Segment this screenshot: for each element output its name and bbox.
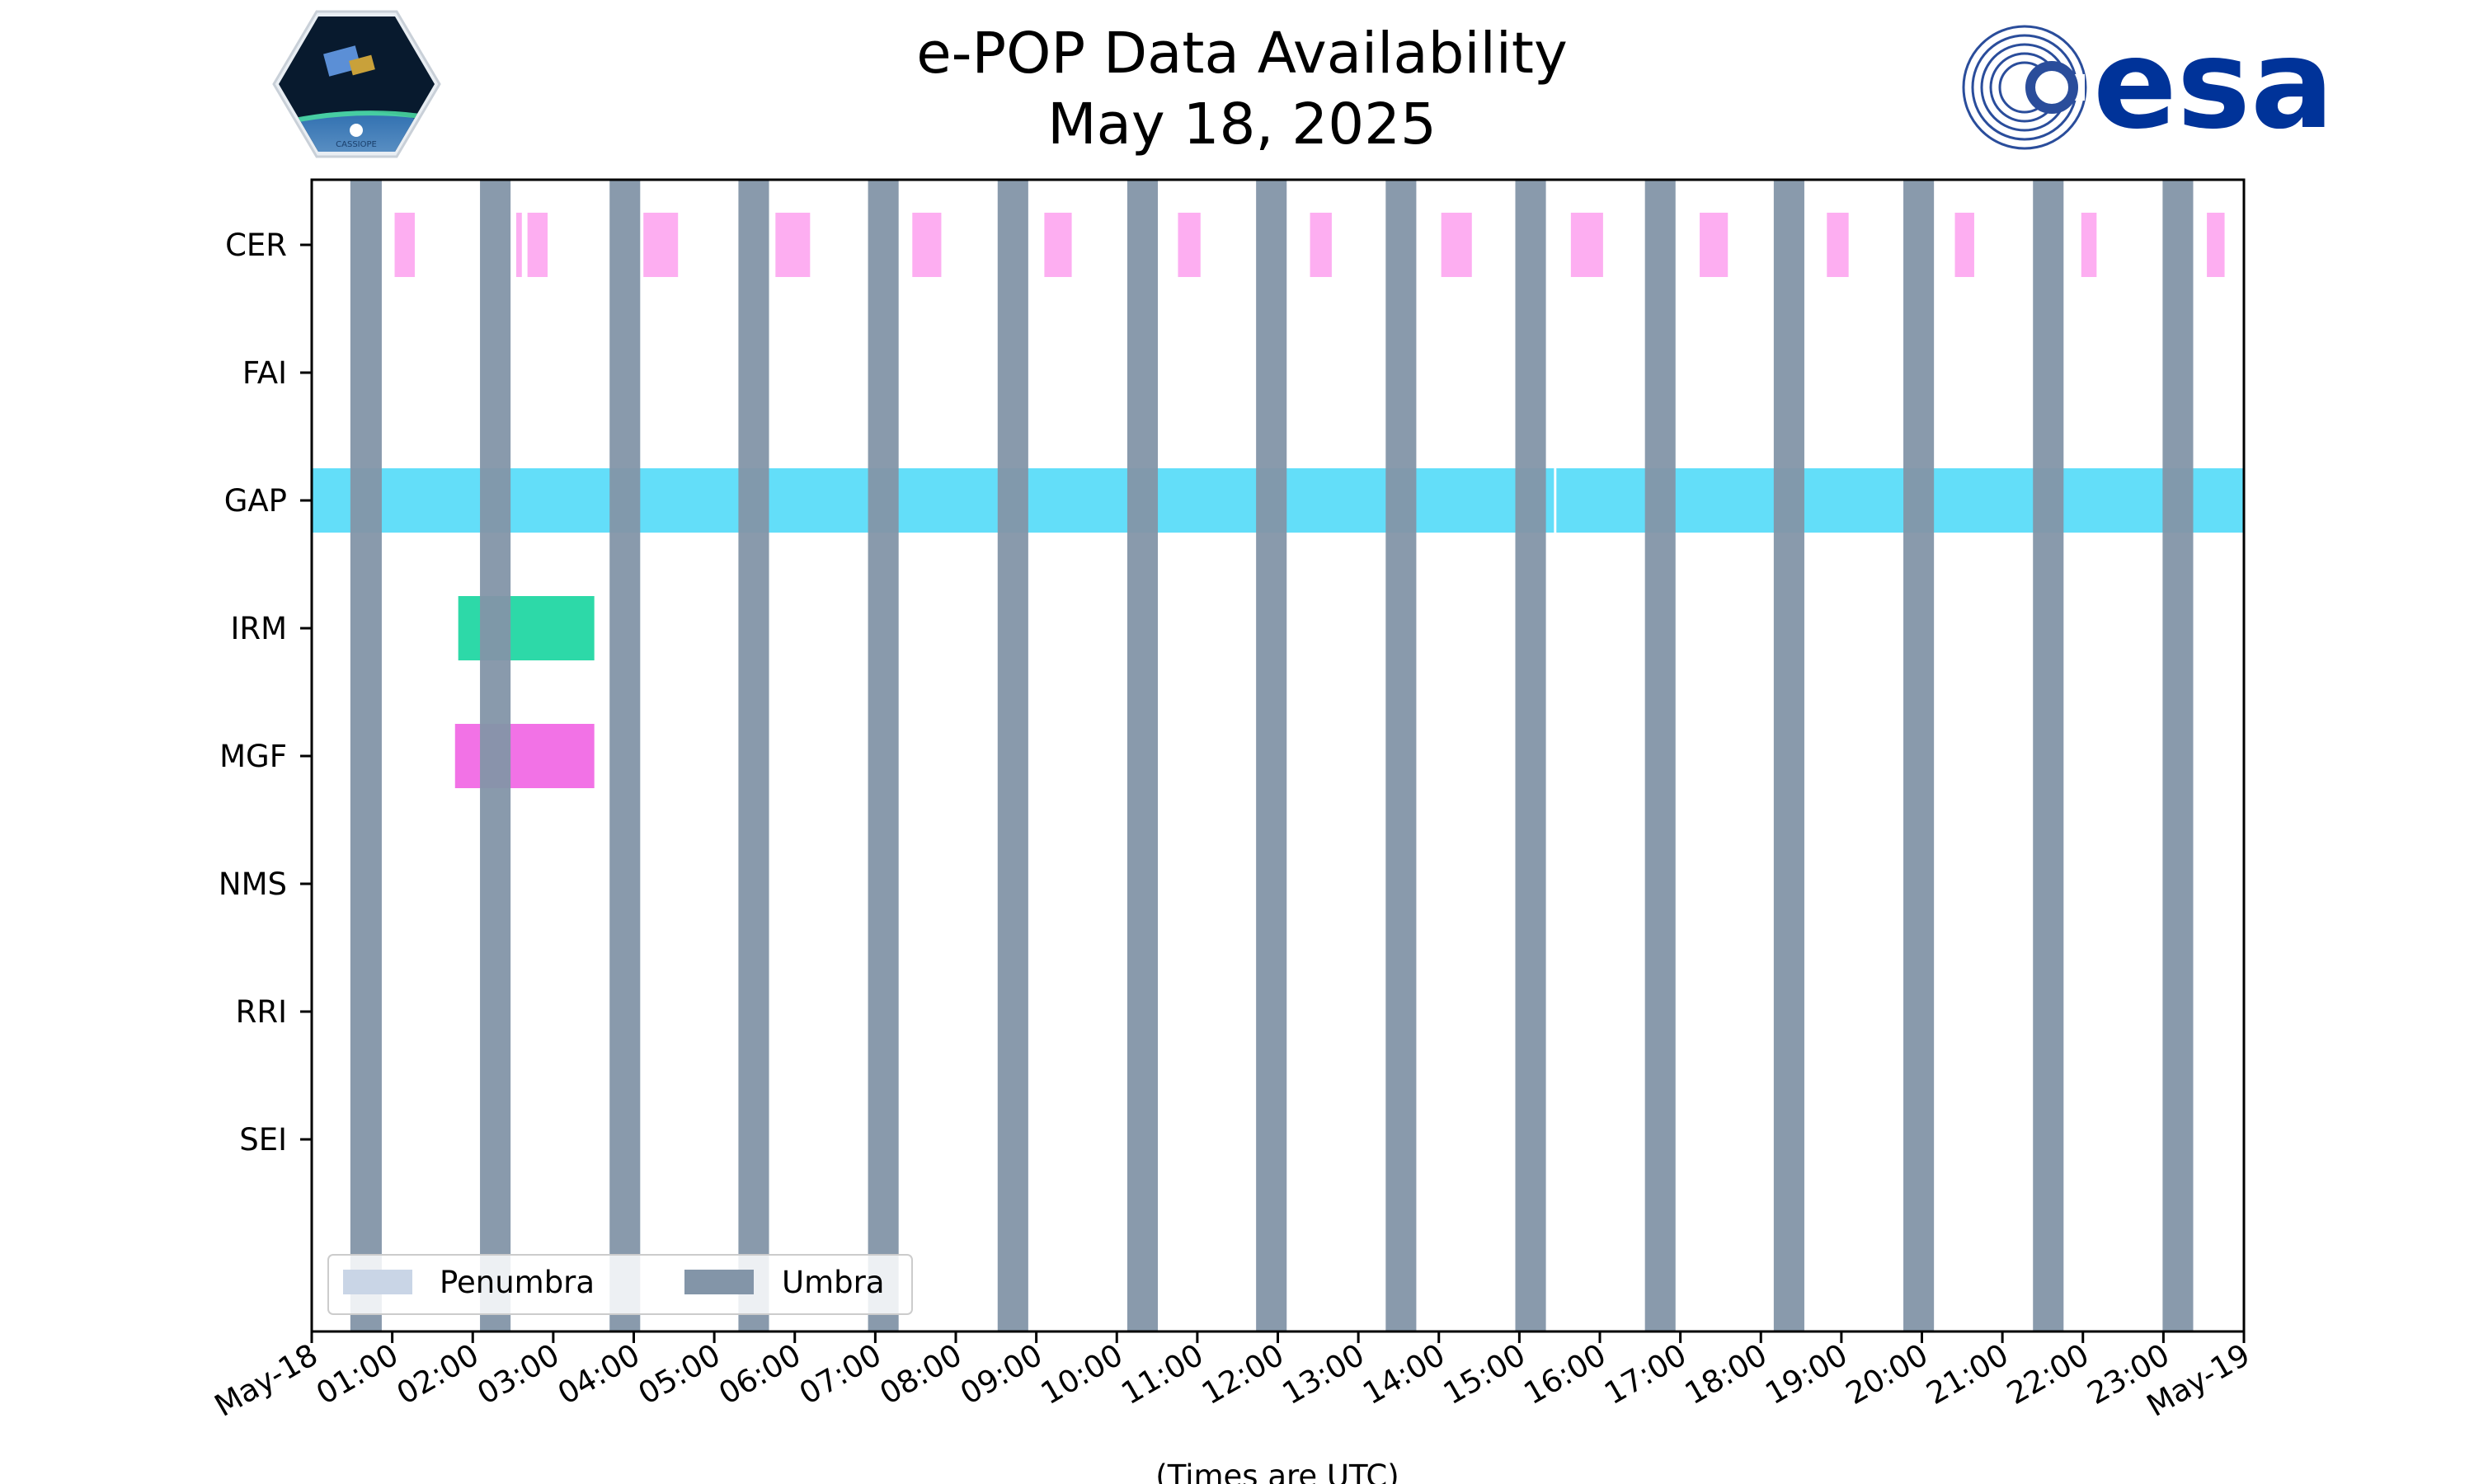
y-tick-label-rri: RRI — [236, 994, 287, 1030]
bar-cer-0 — [394, 213, 415, 277]
x-tick-label-0: May-18 — [209, 1337, 324, 1424]
legend-swatch-penumbra — [343, 1270, 412, 1294]
umbra-band-9 — [1515, 180, 1546, 1331]
umbra-band-4 — [868, 180, 899, 1331]
y-tick-label-nms: NMS — [219, 866, 287, 902]
chart-title: e-POP Data Availability — [916, 21, 1568, 87]
availability-bars — [312, 213, 2244, 788]
umbra-shading — [350, 180, 2194, 1331]
bar-cer-6 — [1044, 213, 1072, 277]
y-tick-label-fai: FAI — [242, 355, 287, 391]
esa-wordmark: esa — [2093, 13, 2334, 157]
y-tick-label-gap: GAP — [224, 483, 287, 519]
x-tick-label-15: 15:00 — [1437, 1337, 1531, 1412]
x-tick-label-8: 08:00 — [874, 1337, 968, 1412]
umbra-band-12 — [1903, 180, 1935, 1331]
cassiope-logo-text: CASSIOPE — [336, 140, 377, 149]
x-tick-label-13: 13:00 — [1277, 1337, 1371, 1412]
x-tick-label-3: 03:00 — [472, 1337, 566, 1412]
bar-gap-0 — [312, 468, 1554, 533]
legend-box — [327, 1254, 913, 1315]
bar-cer-14 — [2081, 213, 2097, 277]
bar-cer-1 — [515, 213, 522, 277]
bar-cer-2 — [527, 213, 548, 277]
x-tick-label-18: 18:00 — [1679, 1337, 1773, 1412]
bar-mgf-0 — [454, 724, 595, 788]
bar-cer-11 — [1700, 213, 1729, 277]
esa-swirl-icon — [1962, 25, 2087, 150]
x-tick-label-11: 11:00 — [1116, 1337, 1210, 1412]
bar-cer-8 — [1310, 213, 1332, 277]
chart-subtitle: May 18, 2025 — [1047, 92, 1437, 157]
legend-label-penumbra: Penumbra — [440, 1265, 595, 1300]
bar-cer-3 — [643, 213, 679, 277]
bar-cer-15 — [2207, 213, 2225, 277]
umbra-band-6 — [1126, 180, 1159, 1331]
x-tick-label-16: 16:00 — [1518, 1337, 1612, 1412]
bar-irm-0 — [458, 596, 595, 660]
x-tick-label-10: 10:00 — [1035, 1337, 1129, 1412]
bar-cer-12 — [1827, 213, 1849, 277]
y-tick-label-sei: SEI — [239, 1122, 287, 1158]
x-tick-label-20: 20:00 — [1840, 1337, 1934, 1412]
bar-cer-5 — [912, 213, 942, 277]
x-tick-label-7: 07:00 — [793, 1337, 887, 1412]
y-tick-label-mgf: MGF — [219, 739, 287, 774]
bar-cer-9 — [1441, 213, 1472, 277]
umbra-band-0 — [350, 180, 382, 1331]
umbra-band-11 — [1773, 180, 1804, 1331]
bar-cer-4 — [775, 213, 811, 277]
x-tick-label-2: 02:00 — [391, 1337, 485, 1412]
umbra-band-2 — [609, 180, 641, 1331]
esa-logo: esa — [1962, 13, 2334, 157]
x-tick-label-22: 22:00 — [2001, 1337, 2095, 1412]
x-tick-label-1: 01:00 — [310, 1337, 404, 1412]
umbra-band-3 — [738, 180, 769, 1331]
umbra-band-8 — [1385, 180, 1417, 1331]
bar-cer-7 — [1178, 213, 1201, 277]
x-tick-label-21: 21:00 — [1921, 1337, 2015, 1412]
x-axis-label: (Times are UTC) — [1155, 1458, 1399, 1484]
umbra-band-13 — [2033, 180, 2064, 1331]
x-tick-label-19: 19:00 — [1760, 1337, 1854, 1412]
x-tick-label-6: 06:00 — [713, 1337, 807, 1412]
x-tick-label-4: 04:00 — [552, 1337, 646, 1412]
bar-cer-13 — [1954, 213, 1974, 277]
x-tick-label-14: 14:00 — [1357, 1337, 1451, 1412]
legend-swatch-umbra — [684, 1270, 754, 1294]
y-tick-label-irm: IRM — [230, 611, 287, 646]
umbra-band-5 — [997, 180, 1028, 1331]
umbra-band-10 — [1644, 180, 1676, 1331]
umbra-band-1 — [480, 180, 511, 1331]
umbra-band-14 — [2162, 180, 2194, 1331]
umbra-band-7 — [1256, 180, 1287, 1331]
legend-label-umbra: Umbra — [782, 1265, 885, 1300]
x-tick-label-17: 17:00 — [1598, 1337, 1692, 1412]
x-tick-label-9: 09:00 — [954, 1337, 1048, 1412]
legend: Penumbra Umbra — [327, 1254, 913, 1315]
x-tick-label-12: 12:00 — [1196, 1337, 1290, 1412]
x-tick-label-5: 05:00 — [633, 1337, 727, 1412]
bar-cer-10 — [1570, 213, 1603, 277]
y-tick-label-cer: CER — [225, 228, 287, 263]
